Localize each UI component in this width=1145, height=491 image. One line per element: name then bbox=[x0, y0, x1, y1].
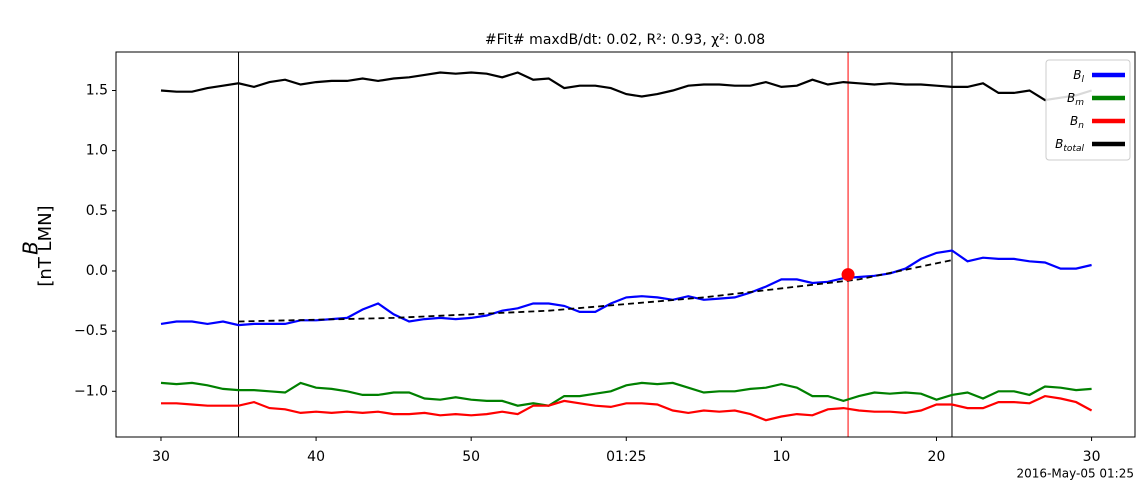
y-tick-label: −0.5 bbox=[74, 323, 108, 339]
fit-marker bbox=[841, 268, 855, 282]
y-tick-label: 0.0 bbox=[86, 263, 108, 279]
legend-box bbox=[1045, 59, 1131, 161]
plot-frame bbox=[115, 51, 1136, 438]
series-line bbox=[160, 71, 1092, 102]
x-tick-label: 01:25 bbox=[606, 449, 646, 465]
legend: Bl Bm Bn Btotal bbox=[1045, 59, 1131, 161]
x-axis-label: 2016-May-05 01:25 bbox=[1017, 467, 1134, 481]
chart-title: #Fit# maxdB/dt: 0.02, R²: 0.93, χ²: 0.08 bbox=[485, 32, 765, 48]
legend-label: Bl bbox=[1073, 68, 1084, 85]
x-tick-label: 40 bbox=[307, 449, 325, 465]
legend-label: Bm bbox=[1067, 91, 1084, 108]
legend-label: Btotal bbox=[1055, 137, 1084, 154]
x-tick-label: 30 bbox=[1083, 449, 1101, 465]
series-line bbox=[160, 249, 1092, 327]
y-tick-label: 1.0 bbox=[86, 143, 108, 159]
x-tick-label: 50 bbox=[462, 449, 480, 465]
y-axis-unit: [nT LMN] bbox=[35, 205, 56, 286]
x-tick-label: 10 bbox=[772, 449, 790, 465]
y-tick-label: −1.0 bbox=[74, 383, 108, 399]
y-tick-label: 0.5 bbox=[86, 203, 108, 219]
series-line bbox=[160, 381, 1092, 407]
y-axis-label: B bbox=[19, 241, 43, 255]
x-tick-label: 30 bbox=[152, 449, 170, 465]
series-line bbox=[161, 394, 1093, 422]
x-tick-label: 20 bbox=[928, 449, 946, 465]
legend-label: Bn bbox=[1070, 114, 1084, 131]
y-tick-label: 1.5 bbox=[86, 83, 108, 99]
